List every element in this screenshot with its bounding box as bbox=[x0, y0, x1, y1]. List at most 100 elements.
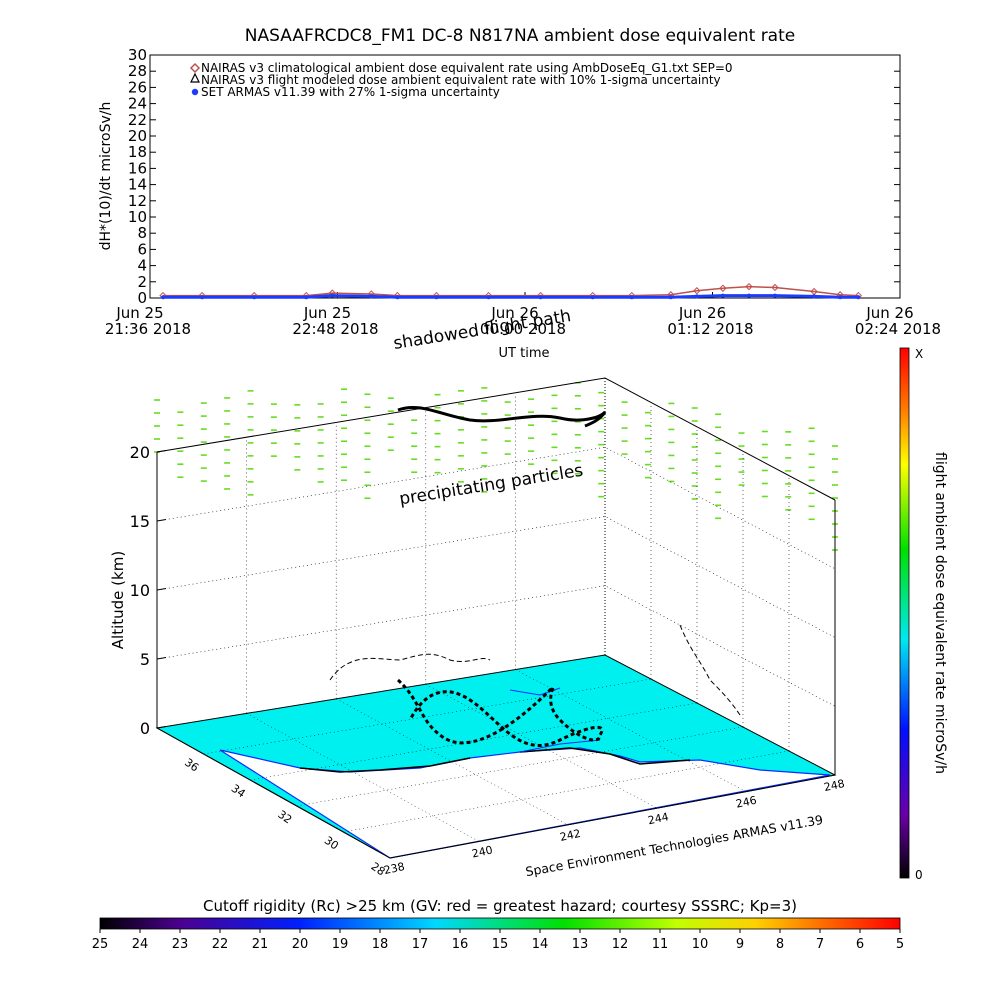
x-tick-label-time: 02:24 2018 bbox=[855, 320, 941, 338]
dose-colorbar: X 0 flight ambient dose equivalent rate … bbox=[899, 347, 948, 882]
series-point bbox=[812, 294, 817, 299]
precipitating-particles-field bbox=[154, 381, 838, 551]
legend: NAIRAS v3 climatological ambient dose eq… bbox=[189, 61, 733, 99]
dose-colorbar-min-label: 0 bbox=[915, 868, 923, 882]
cutoff-tick-label: 6 bbox=[856, 937, 864, 952]
cutoff-tick-label: 20 bbox=[292, 937, 309, 952]
series-point bbox=[538, 295, 543, 300]
latitude-tick-label: 32 bbox=[275, 808, 294, 827]
longitude-tick-label: 240 bbox=[471, 843, 494, 860]
coastline bbox=[299, 747, 691, 773]
series-point bbox=[719, 284, 727, 292]
cutoff-tick-label: 7 bbox=[816, 937, 824, 952]
flight-path-line bbox=[397, 405, 607, 428]
timeseries-series bbox=[159, 282, 863, 300]
series-line bbox=[163, 285, 859, 297]
chart-title: NASAAFRCDC8_FM1 DC-8 N817NA ambient dose… bbox=[245, 26, 795, 46]
x-tick-label-date: Jun 26 bbox=[865, 304, 913, 322]
legend-entry-1: NAIRAS v3 climatological ambient dose eq… bbox=[201, 61, 733, 75]
altitude-tick-label: 15 bbox=[130, 512, 150, 531]
series-point bbox=[668, 295, 673, 300]
timeseries-x-label: UT time bbox=[499, 346, 550, 361]
dose-colorbar-label: flight ambient dose equivalent rate micr… bbox=[932, 452, 948, 774]
y-tick-label: 24 bbox=[128, 95, 147, 113]
series-point bbox=[745, 282, 753, 291]
series-point bbox=[694, 294, 699, 299]
series-point bbox=[252, 295, 257, 300]
altitude-tick-label: 10 bbox=[130, 581, 150, 600]
altitude-axis-label: Altitude (km) bbox=[109, 551, 127, 649]
series-point bbox=[330, 293, 335, 298]
longitude-tick-label: 242 bbox=[559, 827, 582, 844]
y-tick-label: 2 bbox=[137, 273, 147, 291]
cutoff-tick-label: 9 bbox=[736, 937, 744, 952]
y-tick-label: 14 bbox=[128, 176, 147, 194]
series-point bbox=[771, 283, 779, 292]
ground-track-outline bbox=[329, 653, 491, 681]
cutoff-colorbar-ticks: 25 24 23 22 21 20 19 18 17 16 15 14 13 12 11 10 9 8 7 6 5 bbox=[92, 929, 904, 952]
longitude-tick-label: 244 bbox=[647, 810, 670, 827]
altitude-tick-label: 0 bbox=[140, 719, 150, 738]
series-point bbox=[161, 295, 166, 300]
longitude-tick-label: 248 bbox=[823, 777, 846, 794]
series-point bbox=[304, 295, 309, 300]
y-tick-label: 22 bbox=[128, 111, 147, 129]
series-point bbox=[434, 295, 439, 300]
y-tick-label: 18 bbox=[128, 143, 147, 161]
y-tick-label: 4 bbox=[137, 257, 147, 275]
cutoff-tick-label: 16 bbox=[452, 937, 469, 952]
series-point bbox=[200, 295, 205, 300]
cutoff-rigidity-colorbar: Cutoff rigidity (Rc) >25 km (GV: red = g… bbox=[92, 897, 904, 952]
series-point bbox=[720, 293, 725, 298]
legend-triangle-marker bbox=[190, 72, 200, 83]
cutoff-tick-label: 24 bbox=[132, 937, 149, 952]
wall-grid-line bbox=[156, 516, 836, 638]
series-point bbox=[486, 295, 491, 300]
altitude-tick-mark bbox=[156, 450, 167, 453]
x-tick-label-date: Jun 25 bbox=[115, 304, 163, 322]
cutoff-tick-label: 14 bbox=[532, 937, 549, 952]
series-point bbox=[773, 293, 777, 298]
series-point bbox=[693, 287, 701, 295]
dose-colorbar-gradient bbox=[899, 347, 910, 879]
y-tick-label: 16 bbox=[128, 159, 147, 177]
y-tick-label: 6 bbox=[137, 240, 147, 258]
series-point bbox=[369, 294, 374, 299]
latitude-tick-label: 36 bbox=[182, 756, 201, 775]
dose-colorbar-max-label: X bbox=[915, 347, 923, 361]
series-point bbox=[856, 295, 861, 300]
latitude-tick-label: 34 bbox=[229, 782, 248, 801]
series-point bbox=[838, 295, 843, 300]
x-tick-label-date: Jun 26 bbox=[678, 304, 726, 322]
altitude-tick-mark bbox=[156, 657, 167, 660]
cutoff-tick-label: 23 bbox=[172, 937, 189, 952]
base-map bbox=[155, 654, 837, 859]
x-tick-label-time: 01:12 2018 bbox=[667, 320, 753, 338]
cutoff-tick-label: 13 bbox=[572, 937, 589, 952]
series-point bbox=[746, 293, 751, 298]
longitude-tick-label: 246 bbox=[735, 794, 758, 811]
ground-track-side bbox=[679, 624, 741, 716]
legend-dot-marker bbox=[191, 88, 199, 96]
cutoff-tick-label: 17 bbox=[412, 937, 429, 952]
altitude-tick-label: 20 bbox=[130, 443, 150, 462]
cutoff-tick-label: 5 bbox=[896, 937, 904, 952]
map-grid bbox=[203, 669, 790, 842]
legend-entry-3: SET ARMAS v11.39 with 27% 1-sigma uncert… bbox=[201, 85, 500, 99]
cutoff-tick-label: 8 bbox=[776, 937, 784, 952]
legend-diamond-marker bbox=[189, 62, 201, 74]
y-tick-label: 20 bbox=[128, 127, 147, 145]
cutoff-tick-label: 12 bbox=[612, 937, 629, 952]
series-point bbox=[590, 295, 595, 300]
cutoff-tick-label: 25 bbox=[92, 937, 109, 952]
altitude-tick-mark bbox=[156, 519, 167, 522]
legend-entry-2: NAIRAS v3 flight modeled dose ambient eq… bbox=[201, 73, 721, 87]
x-tick-label-date: Jun 26 bbox=[490, 304, 538, 322]
altitude-tick-mark bbox=[156, 726, 167, 729]
box-front-edges bbox=[156, 727, 836, 859]
cutoff-tick-label: 11 bbox=[652, 937, 669, 952]
